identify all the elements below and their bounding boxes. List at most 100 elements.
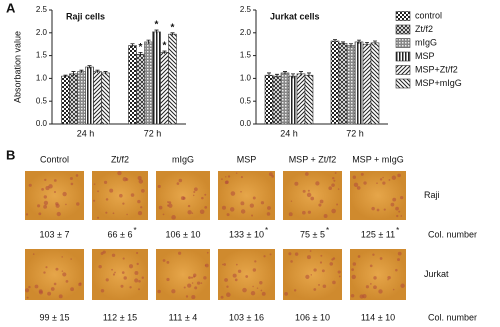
chart-title: Jurkat cells bbox=[270, 11, 320, 21]
colony bbox=[307, 210, 311, 214]
colony-image bbox=[218, 171, 275, 220]
colony bbox=[305, 172, 309, 176]
bar bbox=[101, 72, 110, 125]
count-label: Col. number bbox=[428, 229, 477, 239]
colony bbox=[96, 216, 100, 219]
error-bar bbox=[357, 39, 361, 44]
colony bbox=[61, 270, 64, 272]
colony bbox=[263, 255, 266, 258]
colony bbox=[256, 287, 259, 289]
colony bbox=[373, 285, 377, 290]
legend-label: MSP+Zt/f2 bbox=[415, 64, 458, 74]
colony bbox=[271, 175, 275, 178]
colony bbox=[50, 287, 55, 291]
colony bbox=[190, 276, 194, 279]
colony bbox=[43, 200, 49, 206]
count-label: Col. number bbox=[428, 312, 477, 322]
colony bbox=[352, 175, 357, 179]
colony bbox=[315, 181, 320, 186]
colony bbox=[193, 187, 198, 192]
y-tick-label: 0.0 bbox=[240, 119, 252, 128]
colony bbox=[333, 179, 336, 182]
colony bbox=[157, 289, 161, 294]
colony-count: 112 ± 15 bbox=[103, 312, 137, 322]
colony bbox=[284, 292, 288, 296]
colony bbox=[136, 262, 139, 266]
colony bbox=[397, 258, 400, 262]
colony bbox=[266, 212, 271, 216]
colony bbox=[105, 198, 109, 201]
colony bbox=[93, 199, 96, 202]
colony bbox=[320, 254, 323, 257]
colony bbox=[196, 281, 201, 285]
error-bar bbox=[299, 71, 303, 77]
y-axis-label: Absorbation value bbox=[12, 31, 22, 103]
colony bbox=[79, 282, 82, 285]
colony bbox=[260, 289, 263, 292]
colony bbox=[376, 208, 380, 212]
colony bbox=[137, 210, 143, 216]
bar bbox=[77, 71, 86, 125]
bar bbox=[144, 41, 153, 125]
colony bbox=[171, 215, 176, 220]
bar bbox=[152, 31, 161, 125]
significance-star: * bbox=[163, 41, 167, 52]
colony bbox=[157, 184, 161, 189]
colony bbox=[38, 290, 44, 295]
bar bbox=[354, 41, 364, 125]
bar bbox=[168, 33, 177, 125]
colony bbox=[136, 251, 139, 255]
colony bbox=[98, 264, 102, 269]
colony bbox=[123, 276, 127, 280]
y-tick-label: 1.0 bbox=[240, 74, 252, 83]
colony bbox=[193, 191, 196, 194]
colony bbox=[338, 275, 341, 278]
legend-swatch bbox=[395, 51, 411, 62]
colony bbox=[70, 258, 72, 260]
colony bbox=[100, 252, 104, 255]
column-header: MSP + mIgG bbox=[352, 154, 404, 164]
colony bbox=[230, 191, 236, 196]
colony bbox=[397, 251, 402, 256]
bar bbox=[362, 43, 372, 125]
colony bbox=[166, 277, 170, 282]
bar bbox=[330, 40, 340, 125]
error-bar bbox=[130, 43, 135, 48]
legend-label: MSP+mIgG bbox=[415, 78, 462, 88]
colony bbox=[47, 291, 52, 296]
bar bbox=[346, 45, 356, 125]
significance-star: * bbox=[326, 226, 329, 235]
colony bbox=[227, 175, 231, 178]
error-bar bbox=[146, 39, 151, 44]
colony bbox=[34, 284, 39, 289]
colony bbox=[293, 289, 297, 292]
colony bbox=[240, 190, 242, 193]
colony bbox=[392, 288, 395, 291]
colony-count: 125 ± 11 bbox=[361, 229, 395, 239]
y-tick-label: 1.5 bbox=[240, 51, 252, 60]
y-tick-label: 0.0 bbox=[36, 119, 48, 128]
colony bbox=[183, 286, 186, 289]
colony bbox=[336, 203, 339, 206]
error-bar bbox=[138, 52, 143, 57]
colony bbox=[206, 251, 209, 254]
significance-star: * bbox=[171, 22, 175, 33]
legend-swatch bbox=[395, 65, 411, 75]
colony bbox=[134, 270, 139, 275]
legend-swatch bbox=[395, 11, 411, 21]
colony bbox=[226, 292, 231, 298]
colony bbox=[185, 295, 189, 298]
colony bbox=[168, 203, 173, 208]
colony bbox=[252, 285, 254, 288]
colony bbox=[53, 282, 57, 286]
colony bbox=[290, 260, 293, 263]
colony bbox=[331, 183, 335, 187]
colony bbox=[319, 261, 323, 264]
colony bbox=[187, 204, 191, 208]
colony bbox=[48, 184, 53, 189]
row-label: Jurkat bbox=[424, 269, 449, 279]
colony bbox=[360, 172, 364, 176]
colony bbox=[373, 276, 377, 280]
colony bbox=[331, 258, 334, 261]
